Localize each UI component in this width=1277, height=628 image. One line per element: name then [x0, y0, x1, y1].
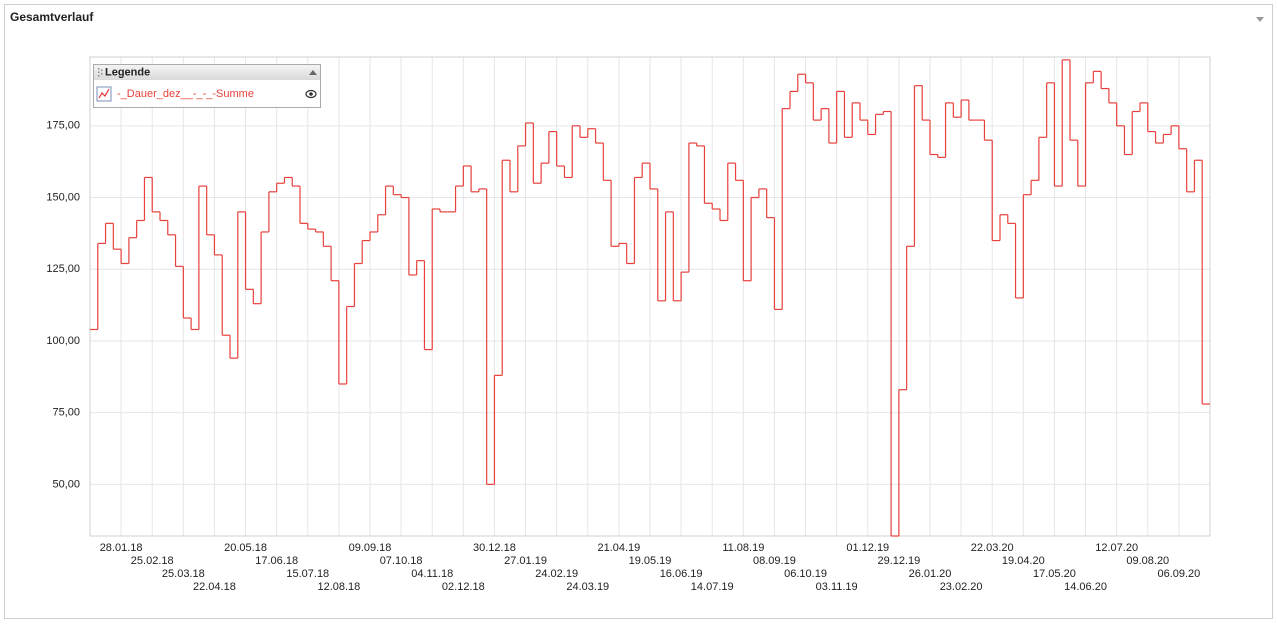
y-tick-label: 75,00 — [52, 407, 80, 419]
x-tick-label: 08.09.19 — [753, 555, 796, 567]
legend-label: -_Dauer_dez__-_-_-Summe — [117, 88, 254, 100]
legend-icon — [96, 86, 112, 102]
x-tick-label: 04.11.18 — [411, 568, 453, 580]
x-tick-label: 19.04.20 — [1002, 555, 1045, 567]
x-tick-label: 17.06.18 — [255, 555, 298, 567]
x-tick-label: 09.08.20 — [1126, 555, 1169, 567]
x-tick-label: 12.08.18 — [317, 581, 360, 593]
visibility-toggle[interactable] — [305, 89, 317, 99]
y-tick-label: 50,00 — [52, 478, 80, 490]
x-tick-label: 14.07.19 — [691, 581, 734, 593]
y-tick-label: 175,00 — [46, 120, 80, 132]
drag-handle[interactable] — [98, 68, 103, 77]
x-tick-label: 16.06.19 — [660, 568, 703, 580]
x-tick-label: 25.03.18 — [162, 568, 205, 580]
x-tick-label: 22.03.20 — [971, 542, 1014, 554]
plot-area: 50,00 75,00 100,00 125,00 150,00 175,00 28.01.… — [46, 56, 1211, 593]
x-tick-label: 23.02.20 — [940, 581, 983, 593]
x-tick-label: 11.08.19 — [722, 542, 764, 554]
x-tick-label: 01.12.19 — [846, 542, 889, 554]
x-tick-label: 03.11.19 — [816, 581, 858, 593]
chart-title: Gesamtverlauf — [10, 10, 94, 24]
x-tick-label: 20.05.18 — [224, 542, 267, 554]
collapse-icon[interactable] — [1256, 17, 1264, 22]
x-tick-label: 24.02.19 — [535, 568, 578, 580]
legend-header — [94, 65, 320, 80]
x-tick-label: 14.06.20 — [1064, 581, 1107, 593]
legend-title: Legende — [105, 66, 150, 78]
x-tick-label: 27.01.19 — [504, 555, 547, 567]
x-tick-label: 26.01.20 — [909, 568, 952, 580]
x-tick-label: 21.04.19 — [597, 542, 640, 554]
x-tick-label: 09.09.18 — [349, 542, 392, 554]
plot-border — [89, 56, 1211, 537]
x-tick-label: 06.09.20 — [1157, 568, 1200, 580]
x-tick-label: 22.04.18 — [193, 581, 236, 593]
y-tick-label: 100,00 — [46, 335, 80, 347]
x-tick-label: 25.02.18 — [131, 555, 174, 567]
x-tick-label: 07.10.18 — [380, 555, 423, 567]
y-tick-label: 125,00 — [46, 263, 80, 275]
x-tick-label: 29.12.19 — [877, 555, 920, 567]
legend: Legende -_Dauer_dez__-_-_-Summe — [93, 64, 321, 108]
x-tick-label: 24.03.19 — [566, 581, 609, 593]
x-tick-label: 19.05.19 — [629, 555, 672, 567]
y-tick-label: 150,00 — [46, 191, 80, 203]
x-tick-label: 02.12.18 — [442, 581, 485, 593]
x-tick-label: 17.05.20 — [1033, 568, 1076, 580]
x-tick-label: 06.10.19 — [784, 568, 827, 580]
x-tick-label: 12.07.20 — [1095, 542, 1138, 554]
x-tick-label: 30.12.18 — [473, 542, 516, 554]
x-tick-label: 15.07.18 — [286, 568, 329, 580]
x-tick-label: 28.01.18 — [100, 542, 143, 554]
legend-collapse[interactable] — [309, 70, 317, 75]
